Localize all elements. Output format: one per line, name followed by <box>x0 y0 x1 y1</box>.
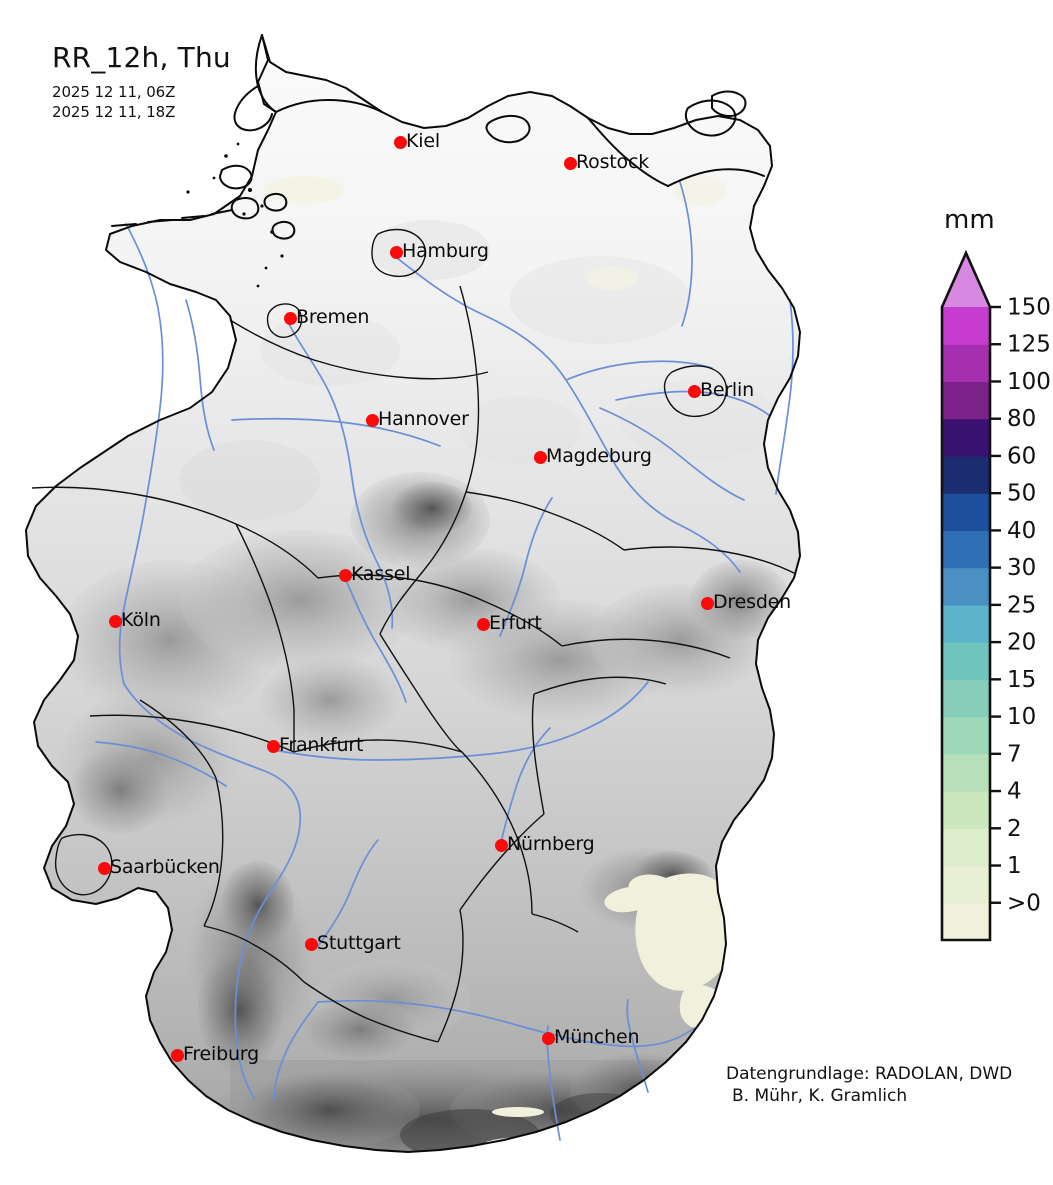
colorbar-tick-label: 25 <box>1007 592 1036 618</box>
colorbar-bands <box>942 253 990 941</box>
precipitation-map[interactable]: Kiel Rostock Hamburg Bremen Berlin Hanno… <box>0 0 920 1185</box>
attribution-source: Datengrundlage: RADOLAN, DWD <box>726 1064 1013 1084</box>
germany-map-svg <box>25 34 801 1153</box>
country-outline-layer <box>25 34 801 1153</box>
valid-time-end: 2025 12 11, 18Z <box>52 103 176 121</box>
island-dots-layer <box>186 142 284 288</box>
attribution: Datengrundlage: RADOLAN, DWD B. Mühr, K.… <box>726 1063 1012 1108</box>
colorbar-tick-label: 20 <box>1007 630 1036 656</box>
colorbar-unit-label: mm <box>944 205 995 235</box>
colorbar-tick-label: 30 <box>1007 555 1036 581</box>
colorbar-tick-label: 80 <box>1007 406 1036 432</box>
colorbar-tick-label: 150 <box>1007 295 1051 321</box>
attribution-authors: B. Mühr, K. Gramlich <box>732 1086 908 1107</box>
rivers-layer <box>95 181 794 1141</box>
title-block: RR_12h, Thu 2025 12 11, 06Z 2025 12 11, … <box>52 44 231 120</box>
colorbar-tick-label: 60 <box>1007 443 1036 469</box>
page-title: RR_12h, Thu <box>52 41 231 74</box>
colorbar-tick-label: 10 <box>1007 704 1036 730</box>
valid-time-start: 2025 12 11, 06Z <box>52 83 176 101</box>
colorbar[interactable]: mm 150 125 100 80 60 50 40 30 25 20 15 10 7 4 2 1 >0 <box>930 205 1053 965</box>
colorbar-tick-label: 1 <box>1007 853 1022 879</box>
colorbar-tick-label: 4 <box>1007 779 1022 805</box>
colorbar-tick-label: 50 <box>1007 481 1036 507</box>
state-borders-layer <box>31 228 797 1043</box>
terrain-shading-layer <box>26 35 800 1152</box>
colorbar-frame <box>940 249 992 942</box>
colorbar-tick-label: 7 <box>1007 741 1022 767</box>
colorbar-tick-label: 40 <box>1007 518 1036 544</box>
colorbar-tick-label: 2 <box>1007 816 1022 842</box>
colorbar-tick-label: 100 <box>1007 369 1051 395</box>
colorbar-tick-label: 15 <box>1007 667 1036 693</box>
colorbar-tick-label: >0 <box>1007 890 1041 916</box>
colorbar-ticks: 150 125 100 80 60 50 40 30 25 20 15 10 7 4 2 1 >0 <box>990 295 1051 916</box>
colorbar-svg: 150 125 100 80 60 50 40 30 25 20 15 10 7 4 2 1 >0 <box>940 249 1051 942</box>
colorbar-tick-label: 125 <box>1007 332 1051 358</box>
